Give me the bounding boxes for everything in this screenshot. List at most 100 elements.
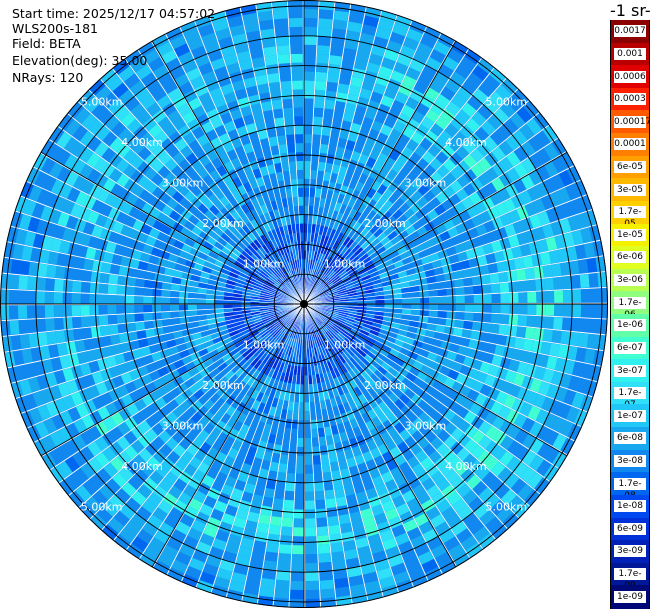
range-gate-cell: [289, 161, 297, 171]
range-gate-cell: [372, 550, 387, 563]
range-gate-cell: [351, 407, 361, 419]
range-gate-cell: [256, 421, 266, 432]
range-gate-cell: [313, 347, 318, 357]
range-gate-cell: [537, 442, 552, 459]
range-gate-cell: [438, 304, 448, 311]
range-gate-cell: [375, 307, 385, 312]
range-gate-cell: [285, 215, 291, 226]
range-gate-cell: [108, 365, 121, 378]
range-gate-cell: [461, 102, 477, 118]
range-gate-cell: [317, 336, 323, 346]
range-gate-cell: [442, 238, 454, 249]
range-gate-cell: [262, 37, 276, 48]
range-gate-cell: [346, 287, 356, 293]
range-gate-cell: [217, 236, 228, 247]
range-gate-cell: [319, 198, 326, 208]
range-gate-cell: [211, 57, 226, 71]
colorbar-tick-label: 1.7e-08: [614, 477, 646, 501]
ray-gap-line: [303, 224, 598, 305]
range-gate-cell: [273, 108, 284, 119]
range-gate-cell: [366, 336, 376, 344]
range-gate-cell: [314, 271, 321, 280]
range-gate-cell: [579, 318, 590, 333]
range-gate-cell: [354, 320, 364, 327]
range-gate-cell: [72, 434, 87, 451]
range-gate-cell: [209, 204, 220, 216]
range-gate-cell: [470, 266, 481, 277]
range-gate-cell: [233, 117, 245, 129]
range-gate-cell: [207, 377, 218, 388]
range-gate-cell: [155, 265, 166, 275]
range-gate-cell: [212, 264, 223, 272]
ray-gap-line: [303, 303, 353, 605]
range-gate-cell: [10, 335, 22, 351]
range-gate-cell: [206, 467, 219, 480]
range-gate-cell: [514, 429, 529, 445]
range-gate-cell: [174, 263, 185, 272]
range-gate-cell: [87, 441, 102, 457]
range-gate-cell: [163, 123, 177, 138]
range-gate-cell: [253, 187, 262, 198]
range-gate-cell: [463, 411, 477, 424]
ray-gap-line: [89, 303, 305, 520]
range-gate-cell: [537, 211, 551, 226]
range-gate-cell: [221, 246, 232, 256]
range-gate-cell: [492, 445, 507, 461]
range-gate-cell: [276, 126, 286, 137]
range-gate-cell: [168, 369, 181, 380]
colorbar-tick-label: 1e-06: [614, 319, 646, 332]
range-gate-cell: [214, 500, 228, 513]
range-gate-cell: [49, 431, 64, 448]
range-gate-cell: [429, 345, 441, 355]
range-gate-cell: [446, 311, 456, 320]
range-gate-cell: [411, 297, 421, 304]
range-gate-cell: [214, 124, 227, 137]
range-gate-cell: [336, 365, 345, 376]
range-gate-cell: [149, 537, 166, 552]
ray-gap-line: [33, 303, 305, 444]
range-gate-cell: [268, 358, 276, 368]
range-gate-cell: [112, 221, 124, 234]
range-gate-cell: [271, 229, 278, 239]
range-gate-cell: [92, 260, 103, 272]
range-gate-cell: [373, 160, 384, 172]
range-gate-cell: [244, 234, 253, 245]
nrays-text: NRays: 120: [12, 70, 84, 85]
range-gate-cell: [116, 173, 130, 188]
range-gate-cell: [197, 203, 209, 215]
range-gate-cell: [268, 304, 278, 306]
range-gate-cell: [354, 59, 368, 71]
range-gate-cell: [377, 184, 388, 196]
range-gate-cell: [143, 296, 153, 304]
range-gate-cell: [471, 321, 482, 331]
range-gate-cell: [375, 217, 386, 228]
range-gate-cell: [344, 337, 353, 346]
range-gate-cell: [268, 210, 276, 221]
range-gate-cell: [318, 18, 333, 29]
range-gate-cell: [402, 298, 412, 304]
range-gate-cell: [246, 275, 257, 283]
range-gate-cell: [366, 247, 377, 257]
range-gate-cell: [463, 277, 473, 287]
range-gate-cell: [263, 283, 272, 290]
range-gate-cell: [296, 152, 304, 162]
range-gate-cell: [122, 351, 134, 362]
range-gate-cell: [189, 280, 199, 288]
range-gate-cell: [152, 109, 167, 124]
range-gate-cell: [230, 210, 241, 221]
range-ring-label: 4.00km: [121, 460, 163, 473]
range-gate-cell: [469, 192, 482, 205]
range-gate-cell: [335, 586, 351, 598]
range-gate-cell: [421, 477, 436, 491]
range-gate-cell: [449, 180, 463, 193]
range-gate-cell: [373, 140, 385, 153]
range-gate-cell: [566, 346, 578, 361]
range-gate-cell: [198, 23, 215, 37]
range-gate-cell: [374, 315, 384, 321]
ray-gap-line: [286, 0, 305, 305]
range-gate-cell: [422, 202, 434, 214]
range-gate-cell: [287, 318, 294, 326]
range-gate-cell: [384, 371, 395, 382]
range-gate-cell: [320, 579, 334, 590]
range-gate-cell: [484, 455, 499, 471]
